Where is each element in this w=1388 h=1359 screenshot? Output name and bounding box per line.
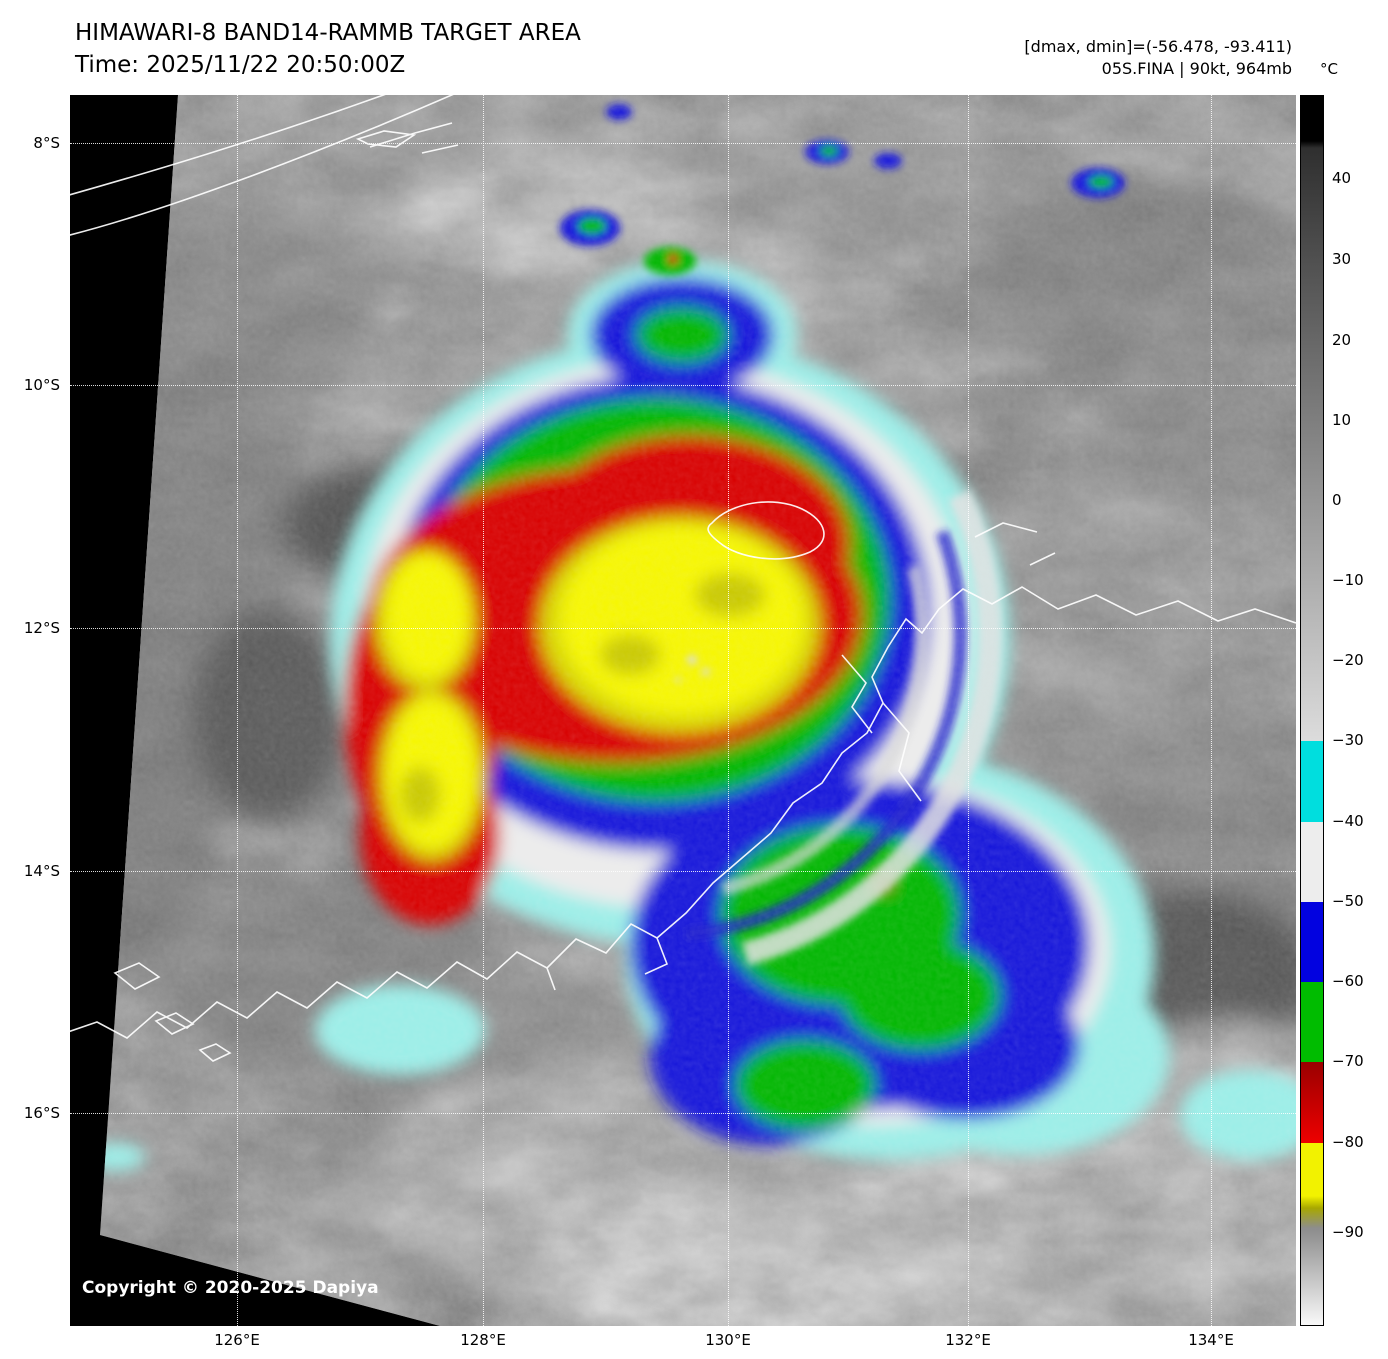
gridline-lat-12s — [70, 628, 1296, 629]
product-title: HIMAWARI-8 BAND14-RAMMB TARGET AREA — [75, 20, 581, 46]
colorbar-tick: 30 — [1332, 250, 1352, 268]
product-time: Time: 2025/11/22 20:50:00Z — [75, 52, 406, 78]
gridline-lon-128e — [483, 95, 484, 1326]
gridline-lat-8s — [70, 143, 1296, 144]
lat-label: 14°S — [23, 862, 60, 880]
gridline-lon-134e — [1211, 95, 1212, 1326]
lon-label: 134°E — [1188, 1331, 1234, 1349]
colorbar-tick: 10 — [1332, 411, 1352, 429]
colorbar-tick: −90 — [1332, 1223, 1364, 1241]
dmax-dmin-readout: [dmax, dmin]=(-56.478, -93.411) — [1024, 37, 1292, 56]
gridline-lon-126e — [237, 95, 238, 1326]
colorbar-tick: −80 — [1332, 1133, 1364, 1151]
lat-label: 8°S — [33, 134, 60, 152]
satellite-map: Copyright © 2020-2025 Dapiya — [70, 95, 1296, 1326]
colorbar-tick: −20 — [1332, 651, 1364, 669]
colorbar-tick: −40 — [1332, 812, 1364, 830]
gridline-lat-14s — [70, 871, 1296, 872]
gridline-lon-132e — [968, 95, 969, 1326]
longitude-axis: 126°E 128°E 130°E 132°E 134°E — [70, 1331, 1296, 1355]
colorbar-tick: 20 — [1332, 331, 1352, 349]
satellite-image — [70, 95, 1296, 1326]
lon-label: 132°E — [945, 1331, 991, 1349]
temperature-colorbar — [1300, 95, 1324, 1326]
storm-info: 05S.FINA | 90kt, 964mb — [1101, 59, 1292, 78]
colorbar-tick: 40 — [1332, 169, 1352, 187]
header-right: [dmax, dmin]=(-56.478, -93.411) 05S.FINA… — [1024, 36, 1292, 80]
lon-label: 128°E — [460, 1331, 506, 1349]
latitude-axis: 8°S 10°S 12°S 14°S 16°S — [0, 95, 64, 1326]
lon-label: 126°E — [214, 1331, 260, 1349]
colorbar-tick: −70 — [1332, 1052, 1364, 1070]
colorbar-tick: 0 — [1332, 491, 1342, 509]
colorbar-unit-label: °C — [1320, 60, 1338, 78]
gridline-lon-130e — [728, 95, 729, 1326]
lat-label: 12°S — [23, 619, 60, 637]
lat-label: 10°S — [23, 376, 60, 394]
colorbar-tick-labels: 40 30 20 10 0 −10 −20 −30 −40 −50 −60 −7… — [1332, 95, 1386, 1326]
lat-label: 16°S — [23, 1104, 60, 1122]
gridline-lat-16s — [70, 1113, 1296, 1114]
lon-label: 130°E — [705, 1331, 751, 1349]
colorbar-tick: −50 — [1332, 892, 1364, 910]
colorbar-tick: −60 — [1332, 972, 1364, 990]
colorbar-tick: −30 — [1332, 731, 1364, 749]
colorbar-tick: −10 — [1332, 571, 1364, 589]
gridline-lat-10s — [70, 385, 1296, 386]
copyright-text: Copyright © 2020-2025 Dapiya — [82, 1278, 379, 1298]
